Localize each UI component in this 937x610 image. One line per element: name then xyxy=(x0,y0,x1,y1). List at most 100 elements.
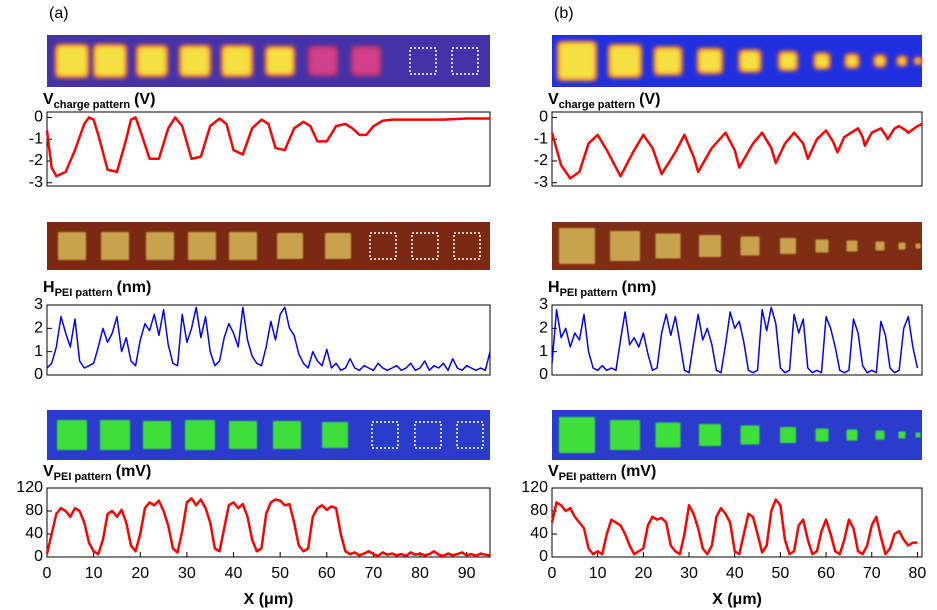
x-tick-label: 40 xyxy=(726,565,744,582)
square xyxy=(325,233,351,259)
empty-square xyxy=(409,47,437,75)
square xyxy=(101,232,129,260)
square xyxy=(655,422,681,448)
y-tick-label: 1 xyxy=(539,343,548,360)
square xyxy=(610,231,640,261)
empty-square xyxy=(411,232,439,260)
y-tick-label: 1 xyxy=(34,343,43,360)
y-tick-label: 3 xyxy=(539,296,548,313)
square xyxy=(559,228,595,264)
y-tick-label: 80 xyxy=(25,502,43,519)
x-tick-label: 20 xyxy=(634,565,652,582)
x-label: X (μm) xyxy=(244,591,294,608)
y-tick-label: 2 xyxy=(539,320,548,337)
y-label-sub: PEI pattern xyxy=(55,287,113,299)
image-strip xyxy=(552,222,922,270)
empty-square xyxy=(456,421,484,449)
y-label-main: V xyxy=(548,91,559,108)
square xyxy=(875,430,885,440)
y-label: Vcharge pattern (V) xyxy=(548,91,660,111)
x-tick-label: 70 xyxy=(365,565,383,582)
plot-frame xyxy=(46,487,491,558)
x-tick-label: 30 xyxy=(178,565,196,582)
x-tick-label: 80 xyxy=(411,565,429,582)
square xyxy=(699,50,721,72)
square xyxy=(322,422,348,448)
square xyxy=(699,235,721,257)
y-label-unit: (nm) xyxy=(622,279,657,296)
square xyxy=(898,242,906,250)
y-label-sub: charge pattern xyxy=(54,99,131,111)
empty-square xyxy=(414,421,442,449)
data-line xyxy=(46,306,491,372)
square xyxy=(915,58,921,64)
y-label-sub: PEI pattern xyxy=(560,287,618,299)
square xyxy=(58,232,86,260)
square xyxy=(95,46,125,76)
square xyxy=(57,420,87,450)
plot-frame xyxy=(551,111,923,187)
y-label: HPEI pattern (nm) xyxy=(548,279,656,299)
empty-square xyxy=(451,47,479,75)
data-line xyxy=(45,116,490,178)
y-tick-label: -3 xyxy=(29,174,43,191)
square xyxy=(138,47,166,75)
x-tick-label: 90 xyxy=(458,565,476,582)
square xyxy=(780,238,796,254)
square xyxy=(898,431,906,439)
square xyxy=(846,429,858,441)
square xyxy=(188,232,216,260)
square xyxy=(229,421,257,449)
x-tick-label: 50 xyxy=(771,565,789,582)
square xyxy=(875,56,885,66)
empty-square xyxy=(369,232,397,260)
square xyxy=(223,47,251,75)
square xyxy=(353,48,379,74)
y-label-main: V xyxy=(43,463,54,480)
square xyxy=(655,233,681,259)
square xyxy=(898,57,906,65)
y-label-unit: (V) xyxy=(639,91,660,108)
y-tick-label: -1 xyxy=(29,130,43,147)
square xyxy=(100,420,130,450)
square xyxy=(185,420,215,450)
empty-square xyxy=(371,421,399,449)
square xyxy=(559,417,595,453)
plot-frame xyxy=(46,304,491,376)
y-label-sub: PEI pattern xyxy=(54,471,112,483)
y-tick-label: -2 xyxy=(534,152,548,169)
y-label: HPEI pattern (nm) xyxy=(43,279,151,299)
y-tick-label: 40 xyxy=(530,525,548,542)
data-line xyxy=(551,306,919,374)
square xyxy=(267,48,293,74)
y-tick-label: 0 xyxy=(539,366,548,383)
y-label-unit: (nm) xyxy=(117,279,152,296)
square xyxy=(273,421,301,449)
y-label: Vcharge pattern (V) xyxy=(43,91,155,111)
x-tick-label: 50 xyxy=(271,565,289,582)
y-tick-label: -2 xyxy=(29,152,43,169)
square xyxy=(846,55,858,67)
square xyxy=(740,425,760,445)
y-label-unit: (mV) xyxy=(116,463,152,480)
square xyxy=(57,46,87,76)
x-tick-label: 40 xyxy=(225,565,243,582)
x-tick-label: 0 xyxy=(548,565,557,582)
x-tick-label: 80 xyxy=(909,565,927,582)
x-tick-label: 60 xyxy=(318,565,336,582)
image-strip xyxy=(552,35,922,87)
y-tick-label: 0 xyxy=(34,548,43,565)
y-label-main: V xyxy=(548,463,559,480)
y-tick-label: 80 xyxy=(530,502,548,519)
y-tick-label: 0 xyxy=(34,109,43,126)
square xyxy=(229,232,257,260)
square xyxy=(143,421,171,449)
y-label-main: V xyxy=(43,91,54,108)
y-tick-label: 0 xyxy=(34,366,43,383)
y-tick-label: 40 xyxy=(25,525,43,542)
y-tick-label: -3 xyxy=(534,174,548,191)
square xyxy=(780,53,796,69)
square xyxy=(310,48,336,74)
panel-label: (a) xyxy=(49,5,69,22)
